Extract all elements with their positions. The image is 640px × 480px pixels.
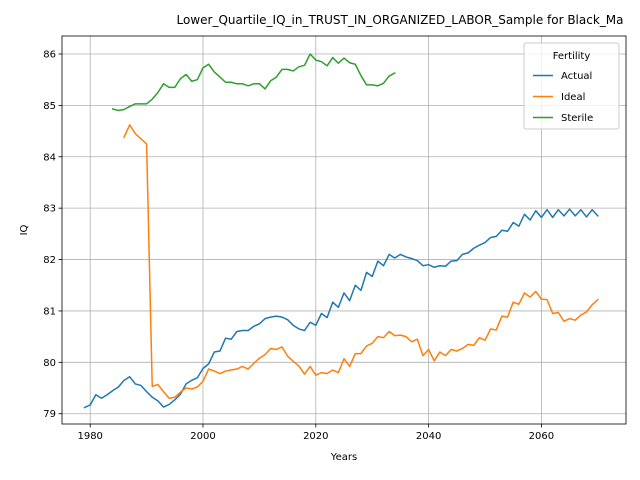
x-tick-label: 2040 xyxy=(416,431,441,442)
legend-box xyxy=(523,42,620,130)
chart-title: Lower_Quartile_IQ_in_TRUST_IN_ORGANIZED_… xyxy=(177,13,624,27)
legend: Fertility Actual Ideal Sterile xyxy=(523,42,620,130)
y-tick-label: 86 xyxy=(43,49,56,60)
y-tick-label: 82 xyxy=(43,255,56,266)
series-layer xyxy=(83,53,599,409)
legend-label-actual: Actual xyxy=(561,71,592,82)
y-tick-label: 85 xyxy=(43,101,56,112)
x-tick-label: 2060 xyxy=(529,431,554,442)
y-tick-label: 81 xyxy=(43,306,56,317)
x-tick-label: 2020 xyxy=(303,431,328,442)
y-tick-label: 83 xyxy=(43,204,56,215)
grid xyxy=(62,36,626,424)
legend-title: Fertility xyxy=(553,51,591,62)
legend-label-sterile: Sterile xyxy=(561,113,593,124)
y-tick-label: 79 xyxy=(43,409,56,420)
x-axis-label: Years xyxy=(330,452,357,463)
y-tick-label: 84 xyxy=(43,152,56,163)
legend-label-ideal: Ideal xyxy=(561,92,585,103)
y-tick-label: 80 xyxy=(43,358,56,369)
series-line-ideal xyxy=(123,124,599,400)
x-tick-label: 1980 xyxy=(77,431,102,442)
axis-ticks: 1980 2000 2020 2040 2060 79 80 81 82 83 84 85 86 xyxy=(43,49,554,442)
x-tick-label: 2000 xyxy=(190,431,215,442)
plot-frame xyxy=(61,35,627,425)
series-line-sterile xyxy=(111,53,396,112)
y-axis-label: IQ xyxy=(19,224,30,235)
series-line-actual xyxy=(83,208,599,409)
